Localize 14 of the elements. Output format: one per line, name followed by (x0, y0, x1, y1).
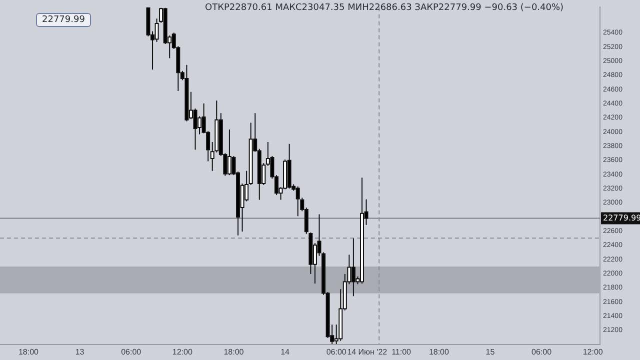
x-tick-label: 12:00 (172, 347, 193, 356)
x-tick-label: 18:00 (428, 347, 450, 356)
x-tick-label: 18:00 (18, 347, 40, 356)
annotation: 22779.99 (36, 13, 91, 27)
x-tick-label: 14 (280, 347, 290, 356)
x-tick-label: 06:00 (326, 347, 347, 356)
x-tick-label: 06:00 (121, 347, 142, 356)
x-tick-label: 06:00 (532, 347, 552, 356)
x-tick-label: 14 Июн '22 11:00 (347, 347, 412, 356)
x-tick-label: 13 (75, 347, 85, 356)
x-tick-label: 18:00 (224, 347, 244, 356)
x-tick-label: 15 (486, 347, 496, 356)
x-tick-label: 12:00 (582, 347, 604, 356)
chart-subtitle: ОТКР22870.61 МАКС23047.35 МИН22686.63 ЗАКР22779.99 −90.63 (−0.40%) (205, 3, 564, 13)
